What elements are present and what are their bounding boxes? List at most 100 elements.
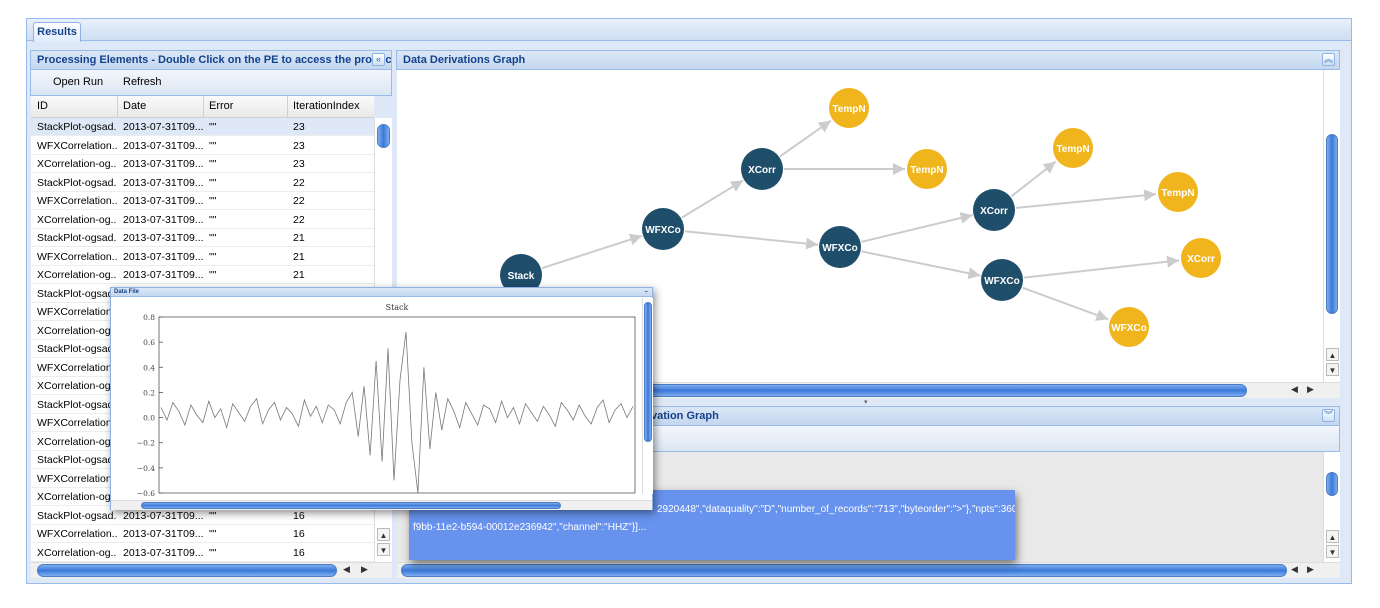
y-tick-label: 0.8: [143, 313, 155, 322]
table-row[interactable]: WFXCorrelation... 2013-07-31T09... "" 16: [31, 525, 374, 543]
expand-bottom-icon[interactable]: ︾: [1322, 409, 1335, 422]
collapse-graph-icon[interactable]: ︽: [1322, 53, 1335, 66]
cell-error: "": [209, 118, 279, 136]
cell-id: StackPlot-ogsad...: [37, 174, 117, 192]
y-tick-label: 0.2: [143, 388, 155, 397]
data-file-window[interactable]: Data File – Stack 0.8 0.6 0.4 0.2 0.0 −0.2 −0.4…: [110, 287, 653, 510]
graph-node[interactable]: TempN: [1158, 172, 1198, 212]
table-row[interactable]: WFXCorrelation... 2013-07-31T09... "" 21: [31, 248, 374, 266]
graph-vertical-scrollbar[interactable]: ▲ ▼: [1323, 70, 1340, 382]
table-row[interactable]: XCorrelation-og... 2013-07-31T09... "" 22: [31, 211, 374, 229]
graph-scroll-down-icon[interactable]: ▼: [1326, 363, 1339, 376]
grid-scroll-thumb[interactable]: [377, 124, 390, 148]
popup-scroll-thumb[interactable]: [644, 302, 652, 442]
graph-node[interactable]: WFXCo: [819, 226, 861, 268]
graph-node-label: XCorr: [1187, 254, 1215, 265]
cell-id: WFXCorrelation...: [37, 525, 117, 543]
graph-edge: [1024, 260, 1179, 277]
table-row[interactable]: XCorrelation-og... 2013-07-31T09... "" 23: [31, 155, 374, 173]
graph-node-label: XCorr: [980, 206, 1008, 217]
graph-node[interactable]: WFXCo: [642, 208, 684, 250]
cell-id: WFXCorrelation...: [37, 470, 117, 488]
table-row[interactable]: WFXCorrelation... 2013-07-31T09... "" 23: [31, 137, 374, 155]
column-header-error[interactable]: Error: [209, 100, 233, 112]
graph-scroll-up-icon[interactable]: ▲: [1326, 348, 1339, 361]
scroll-down-arrow-icon[interactable]: ▼: [377, 543, 390, 556]
grid-horizontal-scrollbar[interactable]: ◀ ▶: [31, 562, 392, 578]
cell-date: 2013-07-31T09...: [123, 174, 203, 192]
bottom-panel-title: vation Graph: [651, 407, 719, 425]
splitter-handle-icon[interactable]: ▾: [864, 398, 868, 406]
collapse-left-icon[interactable]: «: [372, 53, 385, 66]
popup-title: Data File: [114, 289, 139, 295]
bottom-vertical-scrollbar[interactable]: ▲ ▼: [1323, 452, 1340, 562]
cell-id: XCorrelation-og...: [37, 377, 117, 395]
grid-hscroll-thumb[interactable]: [37, 564, 337, 577]
left-toolbar: Open Run Refresh: [30, 70, 392, 96]
cell-index: 23: [293, 155, 363, 173]
tab-results[interactable]: Results: [33, 22, 81, 42]
cell-date: 2013-07-31T09...: [123, 155, 203, 173]
bottom-horizontal-scrollbar[interactable]: ◀ ▶: [397, 562, 1340, 578]
cell-date: 2013-07-31T09...: [123, 266, 203, 284]
bottom-scroll-right-icon[interactable]: ▶: [1307, 564, 1314, 575]
cell-id: StackPlot-ogsad...: [37, 340, 117, 358]
graph-node[interactable]: XCorr: [741, 148, 783, 190]
table-row[interactable]: StackPlot-ogsad... 2013-07-31T09... "" 23: [31, 118, 374, 136]
y-tick-label: −0.6: [137, 489, 155, 498]
graph-scroll-right-icon[interactable]: ▶: [1307, 384, 1314, 395]
graph-scroll-left-icon[interactable]: ◀: [1291, 384, 1298, 395]
graph-node-label: WFXCo: [1111, 323, 1147, 334]
graph-hscroll-thumb[interactable]: [647, 384, 1247, 397]
scroll-up-arrow-icon[interactable]: ▲: [377, 528, 390, 541]
table-row[interactable]: WFXCorrelation... 2013-07-31T09... "" 22: [31, 192, 374, 210]
graph-node[interactable]: XCorr: [973, 189, 1015, 231]
graph-node[interactable]: TempN: [907, 149, 947, 189]
graph-node[interactable]: TempN: [829, 88, 869, 128]
graph-node-label: XCorr: [748, 165, 776, 176]
graph-node[interactable]: TempN: [1053, 128, 1093, 168]
cell-id: XCorrelation-og...: [37, 155, 117, 173]
graph-scroll-thumb[interactable]: [1326, 134, 1338, 314]
table-row[interactable]: StackPlot-ogsad... 2013-07-31T09... "" 22: [31, 174, 374, 192]
cell-date: 2013-07-31T09...: [123, 248, 203, 266]
table-row[interactable]: StackPlot-ogsad... 2013-07-31T09... "" 21: [31, 229, 374, 247]
refresh-button[interactable]: Refresh: [123, 76, 162, 88]
popup-minimize-icon[interactable]: –: [645, 288, 648, 296]
cell-date: 2013-07-31T09...: [123, 192, 203, 210]
column-header-id[interactable]: ID: [37, 100, 48, 112]
bottom-scroll-down-icon[interactable]: ▼: [1326, 545, 1339, 558]
cell-date: 2013-07-31T09...: [123, 525, 203, 543]
bottom-hscroll-thumb[interactable]: [401, 564, 1287, 577]
graph-node[interactable]: XCorr: [1181, 238, 1221, 278]
y-tick-label: 0.4: [143, 363, 155, 372]
open-run-button[interactable]: Open Run: [53, 76, 103, 88]
scroll-left-arrow-icon[interactable]: ◀: [343, 564, 350, 575]
popup-vertical-scrollbar[interactable]: [642, 298, 653, 494]
cell-index: 22: [293, 192, 363, 210]
y-tick-label: −0.2: [137, 439, 155, 448]
cell-id: WFXCorrelation...: [37, 192, 117, 210]
cell-error: "": [209, 155, 279, 173]
popup-horizontal-scrollbar[interactable]: [111, 500, 652, 510]
popup-titlebar[interactable]: Data File –: [111, 288, 652, 297]
scroll-right-arrow-icon[interactable]: ▶: [361, 564, 368, 575]
cell-error: "": [209, 211, 279, 229]
bottom-scroll-up-icon[interactable]: ▲: [1326, 530, 1339, 543]
bottom-scroll-left-icon[interactable]: ◀: [1291, 564, 1298, 575]
cell-id: StackPlot-ogsad...: [37, 507, 117, 525]
table-row[interactable]: XCorrelation-og... 2013-07-31T09... "" 21: [31, 266, 374, 284]
graph-node[interactable]: WFXCo: [1109, 307, 1149, 347]
popup-hscroll-thumb[interactable]: [141, 502, 561, 509]
graph-node-label: WFXCo: [645, 225, 681, 236]
column-header-iterationindex[interactable]: IterationIndex: [293, 100, 360, 112]
graph-node[interactable]: WFXCo: [981, 259, 1023, 301]
cell-id: WFXCorrelation...: [37, 137, 117, 155]
grid-header: ID Date Error IterationIndex: [31, 96, 374, 118]
table-row[interactable]: XCorrelation-og... 2013-07-31T09... "" 16: [31, 544, 374, 562]
cell-error: "": [209, 525, 279, 543]
cell-error: "": [209, 137, 279, 155]
cell-id: WFXCorrelation...: [37, 414, 117, 432]
bottom-scroll-thumb[interactable]: [1326, 472, 1338, 496]
column-header-date[interactable]: Date: [123, 100, 146, 112]
